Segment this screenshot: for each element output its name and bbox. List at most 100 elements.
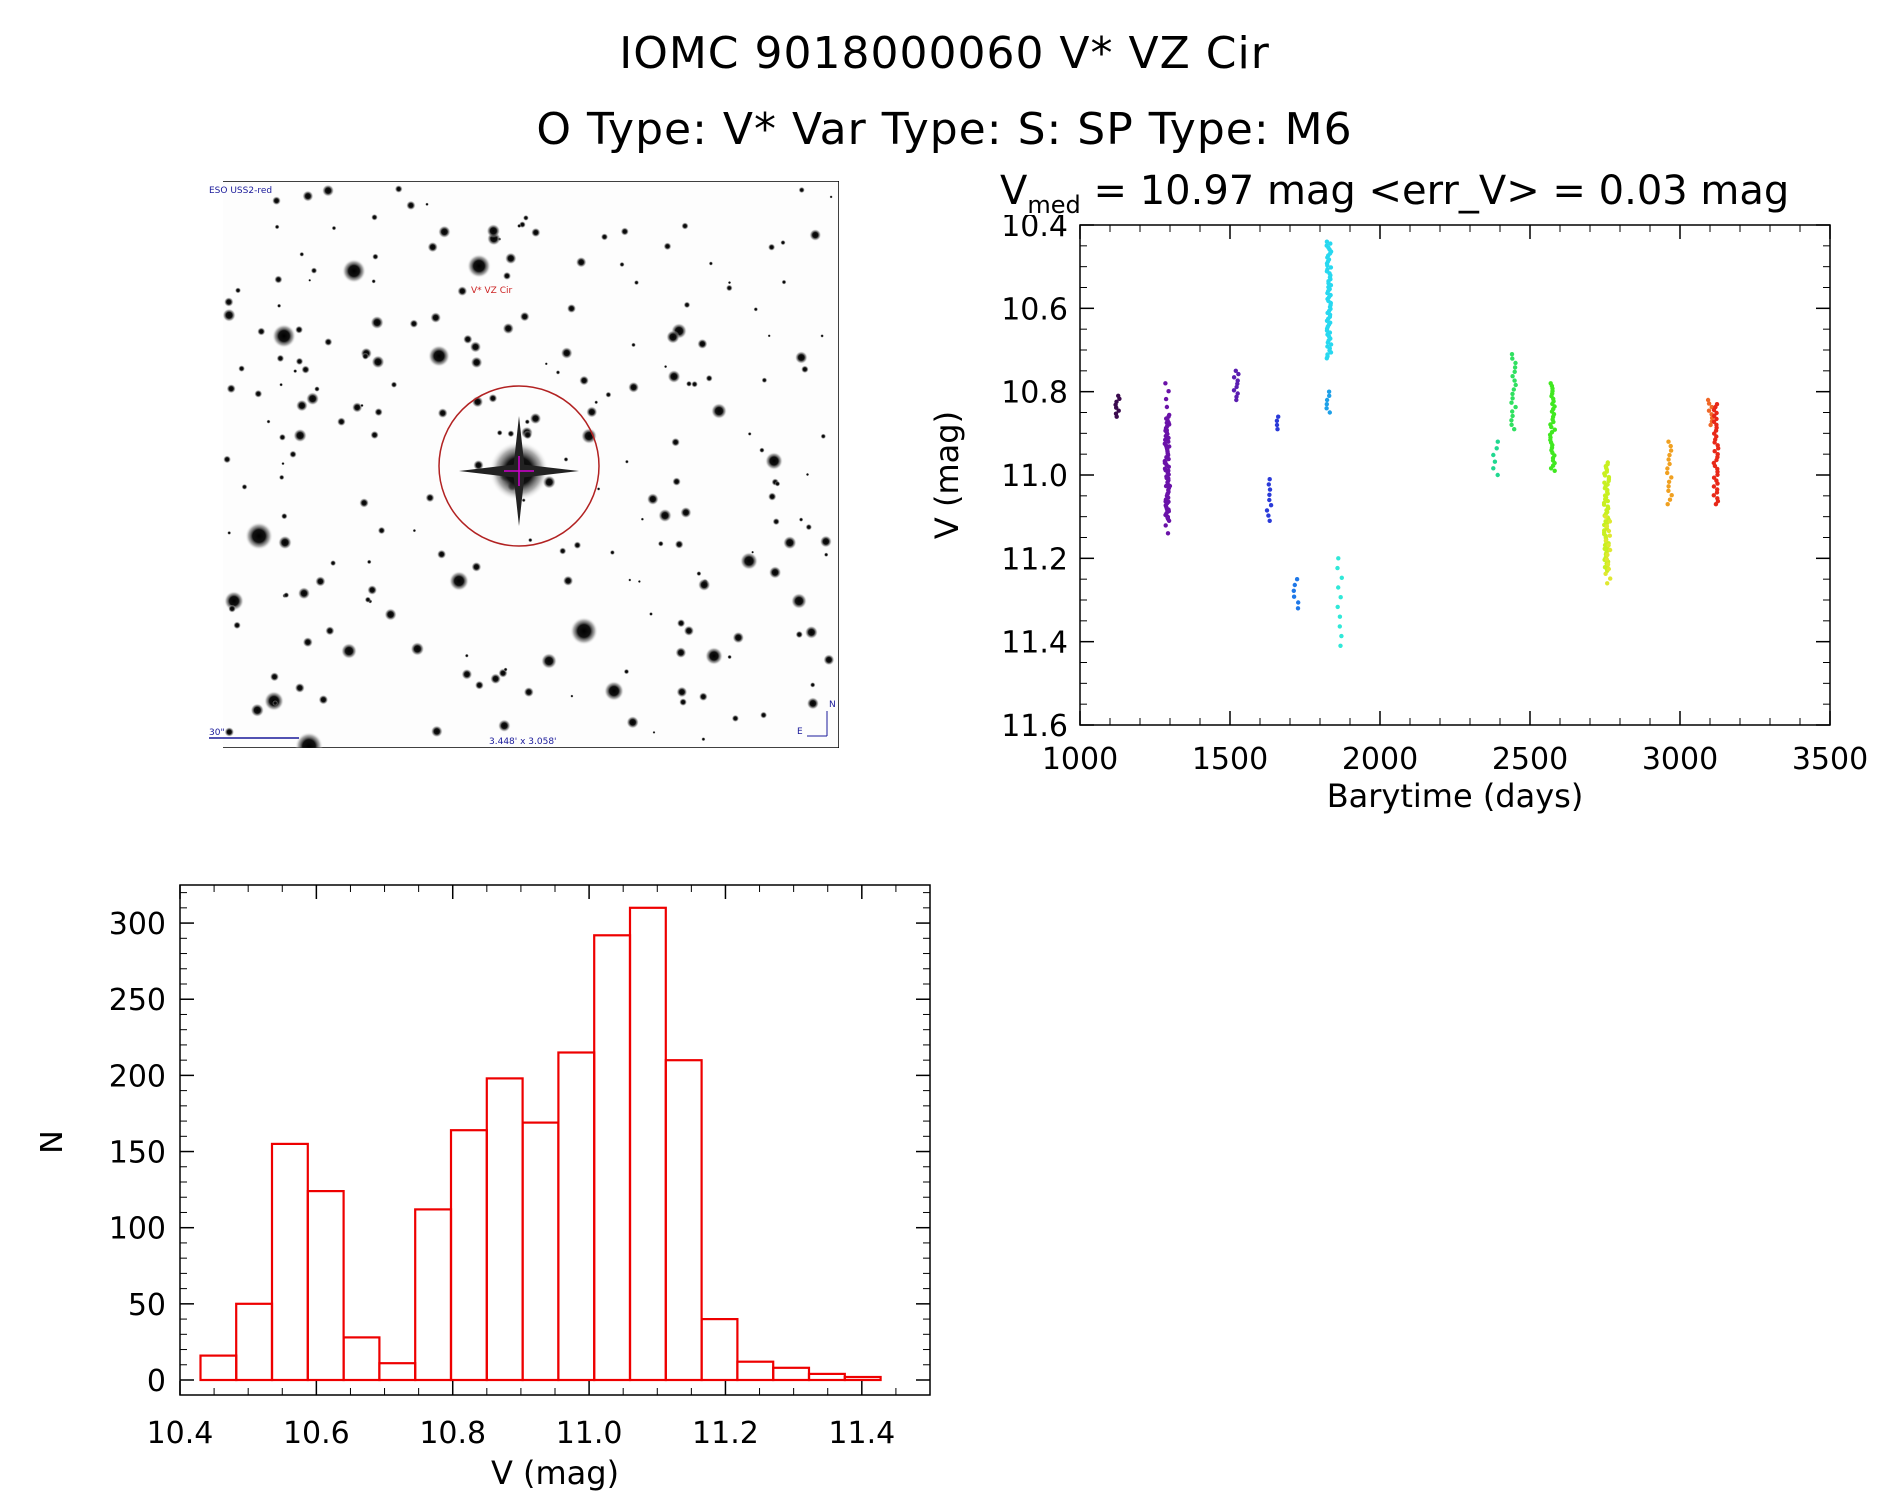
lc-point bbox=[1714, 410, 1719, 416]
star bbox=[325, 626, 335, 636]
lc-point bbox=[1291, 588, 1296, 593]
lc-x-tick-label: 3000 bbox=[1642, 742, 1718, 777]
star bbox=[795, 630, 804, 639]
hist-y-tick-label: 200 bbox=[109, 1059, 166, 1094]
lc-point bbox=[1602, 480, 1607, 485]
hist-x-tick-label: 11.4 bbox=[828, 1416, 895, 1451]
lc-point bbox=[1669, 493, 1674, 498]
hist-bar bbox=[664, 1059, 703, 1382]
lc-point bbox=[1714, 457, 1719, 463]
lc-point bbox=[1164, 420, 1169, 425]
star bbox=[566, 303, 577, 314]
lc-point bbox=[1325, 263, 1330, 268]
star bbox=[697, 338, 708, 350]
lc-point bbox=[1668, 443, 1673, 449]
star bbox=[234, 287, 242, 294]
star bbox=[658, 508, 672, 523]
lc-point bbox=[1236, 371, 1241, 377]
star bbox=[767, 334, 771, 338]
star bbox=[820, 433, 827, 440]
star bbox=[698, 692, 708, 702]
lc-point bbox=[1166, 499, 1171, 504]
star bbox=[496, 429, 503, 436]
star bbox=[523, 686, 534, 698]
star bbox=[360, 403, 364, 408]
star bbox=[663, 242, 672, 251]
star bbox=[371, 355, 385, 369]
star bbox=[783, 535, 797, 550]
star bbox=[469, 341, 482, 353]
star bbox=[626, 716, 639, 729]
star bbox=[227, 530, 232, 535]
star bbox=[295, 399, 308, 412]
lc-point bbox=[1276, 414, 1281, 419]
hist-bar bbox=[593, 934, 632, 1382]
hist-axes: 10.4 10.6 10.8 11.0 11.2 11.4 0 50 100 150 200 250 3… bbox=[109, 885, 930, 1451]
lc-point bbox=[1114, 414, 1119, 419]
lc-point bbox=[1667, 452, 1672, 458]
lc-point bbox=[1495, 472, 1500, 478]
star bbox=[276, 303, 282, 308]
hist-y-tick-label: 50 bbox=[128, 1288, 166, 1323]
target-star bbox=[459, 416, 579, 526]
star bbox=[524, 419, 530, 425]
star bbox=[224, 591, 244, 611]
lc-point bbox=[1327, 410, 1332, 415]
star bbox=[805, 523, 813, 531]
star bbox=[681, 222, 689, 230]
hist-bar bbox=[485, 1077, 524, 1382]
lc-point bbox=[1512, 378, 1517, 383]
star bbox=[318, 694, 329, 705]
lc-point bbox=[1668, 448, 1674, 453]
star bbox=[794, 351, 808, 364]
lc-point bbox=[1666, 479, 1672, 484]
lc-point bbox=[1338, 643, 1343, 648]
star bbox=[676, 618, 686, 628]
star bbox=[302, 190, 314, 202]
star bbox=[430, 312, 442, 324]
star bbox=[685, 380, 693, 387]
star bbox=[579, 375, 590, 386]
lc-point bbox=[1513, 360, 1518, 366]
star bbox=[384, 608, 397, 621]
star bbox=[672, 477, 681, 486]
lc-point bbox=[1324, 356, 1329, 361]
median-stats: Vmed = 10.97 mag <err_V> = 0.03 mag bbox=[1000, 168, 1860, 219]
star bbox=[473, 459, 484, 471]
star bbox=[222, 308, 236, 322]
star bbox=[705, 374, 713, 382]
star bbox=[254, 389, 263, 398]
star bbox=[586, 406, 598, 418]
lc-point bbox=[1510, 374, 1515, 379]
star bbox=[529, 412, 542, 425]
lc-point bbox=[1295, 606, 1301, 611]
star bbox=[701, 737, 706, 742]
lc-point bbox=[1264, 508, 1270, 513]
star bbox=[223, 455, 232, 464]
hist-bar bbox=[199, 1354, 238, 1382]
star bbox=[430, 725, 443, 738]
star bbox=[364, 596, 372, 603]
lc-point bbox=[1711, 407, 1717, 413]
lc-point bbox=[1324, 406, 1329, 411]
target-label: V* VZ Cir bbox=[471, 286, 512, 296]
star bbox=[278, 535, 292, 550]
star bbox=[619, 261, 625, 268]
lc-point bbox=[1165, 515, 1170, 520]
star bbox=[631, 342, 636, 348]
lc-point bbox=[1163, 468, 1168, 473]
star bbox=[314, 386, 320, 392]
lc-point bbox=[1509, 352, 1515, 357]
lc-point bbox=[1167, 444, 1172, 449]
lc-point bbox=[1268, 503, 1274, 508]
hist-bar bbox=[736, 1360, 775, 1382]
star bbox=[624, 459, 629, 464]
star bbox=[640, 517, 645, 521]
finder-chart: ESO USS2-red V* VZ Cir 30" 3.448' x 3.05… bbox=[199, 181, 839, 748]
star bbox=[331, 225, 337, 231]
star bbox=[666, 330, 680, 344]
lc-point bbox=[1712, 463, 1718, 469]
star bbox=[570, 617, 598, 645]
star bbox=[683, 625, 695, 637]
lc-x-tick-label: 2000 bbox=[1342, 742, 1418, 777]
